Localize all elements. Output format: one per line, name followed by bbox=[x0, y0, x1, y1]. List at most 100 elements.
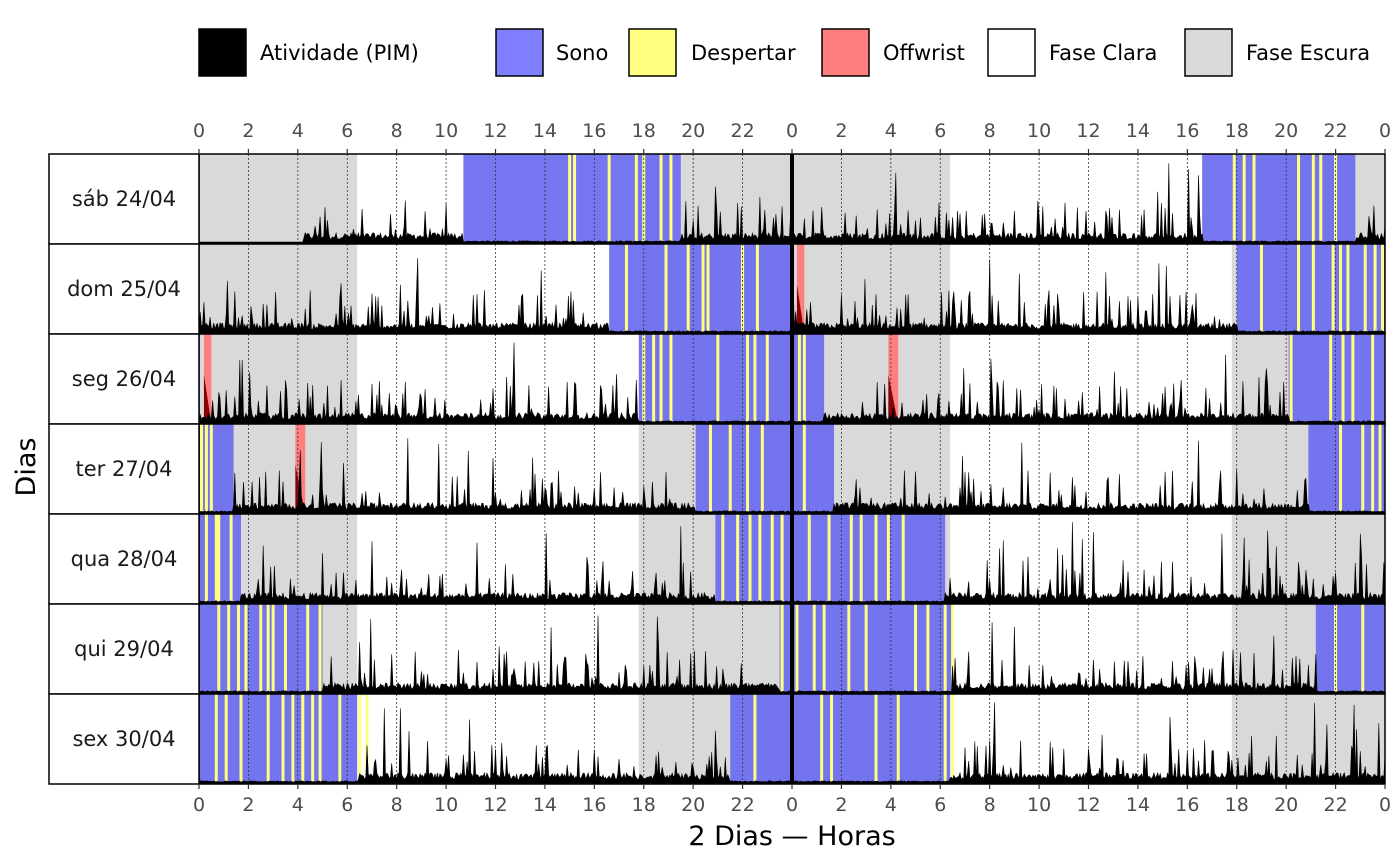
tick-label-bottom: 22 bbox=[1323, 794, 1347, 816]
wake-marker bbox=[1252, 154, 1256, 244]
wake-marker bbox=[634, 154, 638, 244]
sleep-band bbox=[792, 514, 946, 604]
day-panel bbox=[198, 243, 1386, 335]
wake-marker bbox=[827, 514, 831, 604]
tick-label-top: 6 bbox=[341, 120, 353, 142]
tick-label-top: 2 bbox=[835, 120, 847, 142]
wake-marker bbox=[624, 244, 628, 334]
wake-marker bbox=[659, 154, 663, 244]
sleep-band bbox=[1315, 604, 1385, 694]
tick-label-top: 16 bbox=[1175, 120, 1199, 142]
dark-phase-band bbox=[199, 334, 358, 424]
tick-label-top: 14 bbox=[533, 120, 557, 142]
wake-marker bbox=[1259, 244, 1263, 334]
tick-label-top: 8 bbox=[391, 120, 403, 142]
tick-label-top: 20 bbox=[681, 120, 705, 142]
sleep-band bbox=[715, 514, 792, 604]
bottom-axis-ticks: 0 2 4 6 8 10 12 14 16 18 20 22 0 2 4 6 8 10 12 14 16 18 20 22 0 bbox=[193, 784, 1391, 816]
wake-marker bbox=[1331, 244, 1335, 334]
wake-marker bbox=[209, 424, 213, 514]
wake-marker bbox=[1371, 424, 1375, 514]
tick-label-bottom: 14 bbox=[533, 794, 557, 816]
wake-marker bbox=[830, 694, 834, 784]
wake-marker bbox=[259, 604, 263, 694]
tick-label-top: 4 bbox=[885, 120, 897, 142]
wake-marker bbox=[822, 604, 826, 694]
tick-label-bottom: 16 bbox=[582, 794, 606, 816]
wake-marker bbox=[1339, 244, 1343, 334]
tick-label-bottom: 10 bbox=[434, 794, 458, 816]
wake-marker bbox=[1289, 334, 1293, 424]
wake-marker bbox=[1361, 604, 1365, 694]
day-label-box bbox=[48, 243, 200, 335]
legend-label-dark: Fase Escura bbox=[1246, 41, 1370, 65]
y-axis-title: Dias bbox=[11, 438, 42, 497]
tick-label-bottom: 0 bbox=[193, 794, 205, 816]
wake-marker bbox=[214, 694, 218, 784]
sleep-band bbox=[792, 694, 951, 784]
wake-marker bbox=[1341, 334, 1345, 424]
dark-phase-band bbox=[199, 154, 358, 244]
wake-marker bbox=[199, 424, 203, 514]
wake-marker bbox=[1297, 244, 1301, 334]
tick-label-bottom: 2 bbox=[242, 794, 254, 816]
tick-label-bottom: 10 bbox=[1027, 794, 1051, 816]
dark-phase-band bbox=[638, 154, 951, 244]
dark-phase-band bbox=[199, 244, 358, 334]
tick-label-top: 20 bbox=[1274, 120, 1298, 142]
tick-label-top: 12 bbox=[1076, 120, 1100, 142]
wake-marker bbox=[780, 604, 784, 694]
wake-marker bbox=[306, 604, 310, 694]
tick-label-top: 0 bbox=[193, 120, 205, 142]
tick-label-top: 4 bbox=[292, 120, 304, 142]
wake-marker bbox=[358, 694, 362, 784]
tick-label-top: 10 bbox=[434, 120, 458, 142]
top-axis-ticks: 0 2 4 6 8 10 12 14 16 18 20 22 0 2 4 6 8 10 12 14 16 18 20 22 0 bbox=[193, 120, 1391, 154]
tick-label-top: 10 bbox=[1027, 120, 1051, 142]
tick-label-bottom: 12 bbox=[1076, 794, 1100, 816]
offwrist-band bbox=[888, 334, 899, 424]
tick-label-bottom: 0 bbox=[786, 794, 798, 816]
tick-label-top: 8 bbox=[984, 120, 996, 142]
legend-swatch-sleep bbox=[495, 28, 544, 77]
legend-label-light: Fase Clara bbox=[1049, 41, 1157, 65]
day-label-box bbox=[48, 693, 200, 785]
wake-marker bbox=[281, 694, 285, 784]
tick-label-bottom: 12 bbox=[483, 794, 507, 816]
tick-label-bottom: 6 bbox=[934, 794, 946, 816]
sleep-band bbox=[1236, 244, 1385, 334]
dark-phase-band bbox=[1231, 694, 1385, 784]
wake-marker bbox=[886, 514, 890, 604]
wake-marker bbox=[568, 154, 572, 244]
wake-marker bbox=[943, 604, 947, 694]
wake-marker bbox=[271, 604, 275, 694]
tick-label-top: 22 bbox=[730, 120, 754, 142]
sleep-band bbox=[1202, 154, 1356, 244]
day-label: qui 29/04 bbox=[74, 637, 174, 661]
tick-label-bottom: 22 bbox=[730, 794, 754, 816]
wake-marker bbox=[1311, 154, 1315, 244]
day-panels bbox=[198, 153, 1386, 785]
wake-marker bbox=[301, 694, 305, 784]
wake-marker bbox=[753, 694, 757, 784]
wake-marker bbox=[338, 694, 342, 784]
wake-marker bbox=[847, 604, 851, 694]
wake-marker bbox=[1363, 244, 1367, 334]
wake-marker bbox=[748, 514, 752, 604]
day-label-box bbox=[48, 513, 200, 605]
day-labels: sáb 24/04 dom 25/04 seg 26/04 ter 27/04 qua … bbox=[48, 153, 200, 785]
wake-marker bbox=[758, 514, 762, 604]
wake-marker bbox=[652, 334, 656, 424]
sleep-band bbox=[730, 694, 792, 784]
chart-legend: Atividade (PIM) Sono Despertar Offwrist … bbox=[198, 28, 1370, 77]
sleep-band bbox=[792, 334, 825, 424]
day-panel bbox=[198, 153, 1386, 245]
wake-marker bbox=[1361, 424, 1365, 514]
wake-marker bbox=[859, 514, 863, 604]
day-panel bbox=[198, 603, 1386, 695]
wake-marker bbox=[1378, 424, 1382, 514]
sleep-band bbox=[609, 244, 792, 334]
tick-label-bottom: 8 bbox=[984, 794, 996, 816]
wake-marker bbox=[283, 604, 287, 694]
